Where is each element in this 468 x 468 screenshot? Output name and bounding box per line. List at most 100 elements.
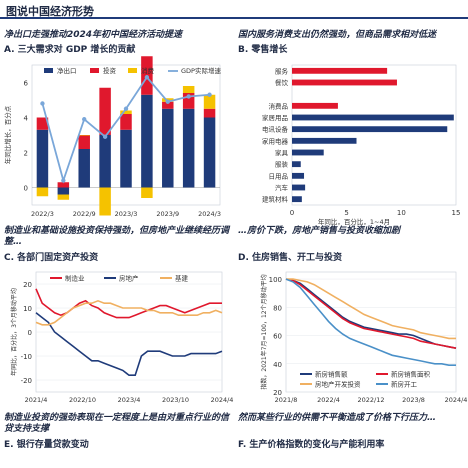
gdp-point	[186, 94, 191, 99]
plot-frame	[291, 64, 457, 206]
bar-investment	[182, 93, 195, 109]
y-axis-label: 年同比增长，百分点	[3, 105, 12, 164]
bar	[292, 161, 301, 168]
bar-investment	[120, 114, 132, 130]
legend-swatch-net_exports	[44, 68, 53, 73]
category-label: 餐饮	[275, 78, 289, 87]
y-tick-label: 100	[269, 276, 282, 284]
bar-net_exports	[141, 94, 153, 188]
legend-label: 房地产	[119, 274, 139, 283]
category-label: 日用品	[269, 172, 289, 180]
gdp-point	[207, 92, 212, 97]
bar-consumption	[182, 86, 195, 93]
panel-f-label: F. 生产价格指数的变化与产能利用率	[238, 440, 385, 450]
category-label: 建筑材料	[262, 195, 289, 204]
bar-net_exports	[57, 187, 70, 195]
title-rule	[0, 17, 468, 19]
gdp-point	[61, 178, 66, 183]
bar-net_exports	[99, 135, 111, 188]
panel-e-label: E. 银行存量贷款变动	[4, 440, 89, 450]
bar-net_exports	[203, 117, 216, 188]
legend-label: 新房销售面积	[391, 370, 431, 379]
bar-investment	[99, 87, 111, 135]
series-line-3	[285, 278, 456, 366]
legend-swatch-consumption	[128, 68, 137, 73]
y-tick-label: -20	[21, 377, 32, 385]
category-label: 电讯设备	[262, 125, 289, 134]
y-tick-label: 6	[24, 80, 29, 88]
x-tick-label: 10	[397, 209, 406, 217]
category-label: 汽车	[275, 183, 289, 192]
gdp-point	[102, 134, 108, 139]
gdp-point	[123, 106, 129, 111]
panel-e-headline: 制造业投资的强劲表现在一定程度上是由对重点行业的信贷支持支撑	[4, 413, 230, 434]
bar	[292, 79, 397, 86]
panel-d-headline: …房价下跌，房地产销售与投资收缩加剧	[238, 226, 401, 236]
x-tick-label: 2023/9	[156, 210, 179, 218]
series-line-2	[35, 299, 223, 326]
series-line-1	[285, 278, 457, 349]
bar	[292, 114, 454, 121]
chart-d: 20 40 60 80 100 2021/8 2022/4 2022/12 2023/8 2024…	[260, 271, 468, 404]
x-tick-label: 0	[290, 209, 294, 217]
bar	[292, 102, 338, 109]
x-tick-label: 2023/8	[402, 396, 425, 404]
series-line-0	[35, 288, 222, 319]
panel-d-label: D. 住房销售、开工与投资	[238, 253, 343, 263]
y-axis-label: 年同比，百分比，3个月移动平均	[10, 288, 18, 376]
gdp-point	[40, 101, 45, 106]
y-tick-label: -10	[21, 353, 32, 361]
legend-label: 房地产开发投资	[315, 380, 361, 389]
y-tick-label: 0	[24, 185, 28, 193]
bar-consumption	[78, 135, 90, 136]
x-tick-label: 2024/4	[445, 396, 468, 404]
bar	[292, 137, 357, 144]
bar-consumption	[57, 194, 70, 200]
bar-net_exports	[162, 108, 174, 188]
bar	[292, 149, 324, 156]
x-tick-label: 2024/4	[211, 396, 234, 404]
x-tick-label: 2023/4	[118, 396, 141, 404]
series-line-1	[35, 312, 223, 376]
bar-investment	[36, 117, 49, 130]
bar	[292, 126, 448, 133]
bar	[292, 67, 388, 74]
bar-investment	[57, 182, 70, 188]
x-tick-label: 5	[344, 209, 348, 217]
x-tick-label: 2023/10	[162, 396, 189, 404]
panel-a-headline: 净出口走强推动2024年初中国经济活动提速	[4, 30, 183, 40]
series-line-0	[285, 278, 457, 349]
category-label: 消费品	[269, 101, 289, 110]
x-tick-label: 2023/3	[115, 210, 138, 218]
bar-investment	[203, 108, 216, 118]
y-axis-label: 指数，2021年7月=100，12个月移动平均	[260, 274, 268, 389]
y-tick-label: 4	[24, 115, 29, 123]
x-tick-label: 2022/4	[317, 396, 340, 404]
legend-label: 新房开工	[391, 380, 418, 389]
panel-b-headline: 国内服务消费支出仍然强劲，但商品需求相对低迷	[238, 30, 437, 40]
legend-label: 基建	[175, 274, 189, 283]
bar-investment	[78, 135, 90, 149]
series-line-2	[286, 278, 456, 340]
y-tick-label: 40	[273, 361, 282, 369]
panel-b-label: B. 零售增长	[238, 45, 288, 55]
bar	[292, 172, 305, 179]
y-tick-label: 2	[24, 150, 28, 158]
y-tick-label: 20	[23, 281, 32, 289]
x-tick-label: 2021/8	[275, 396, 298, 404]
y-tick-label: 60	[273, 333, 282, 341]
chart-a: 0 2 4 6 2022/3 2022/9 2023/3 2023/9 2024/3 年同比增长，…	[3, 56, 221, 218]
bar-consumption	[36, 187, 49, 197]
legend-label: 消费	[141, 66, 155, 75]
y-tick-label: 10	[23, 305, 32, 313]
bar-consumption	[203, 94, 216, 109]
category-label: 服装	[275, 160, 289, 169]
x-tick-label: 15	[452, 209, 461, 217]
x-tick-label: 2022/3	[31, 210, 54, 218]
x-tick-label: 2022/12	[357, 396, 384, 404]
plot-frame	[31, 64, 221, 206]
category-label: 服务	[275, 66, 289, 75]
x-tick-label: 2024/3	[198, 210, 221, 218]
x-tick-label: 2022/10	[69, 396, 96, 404]
